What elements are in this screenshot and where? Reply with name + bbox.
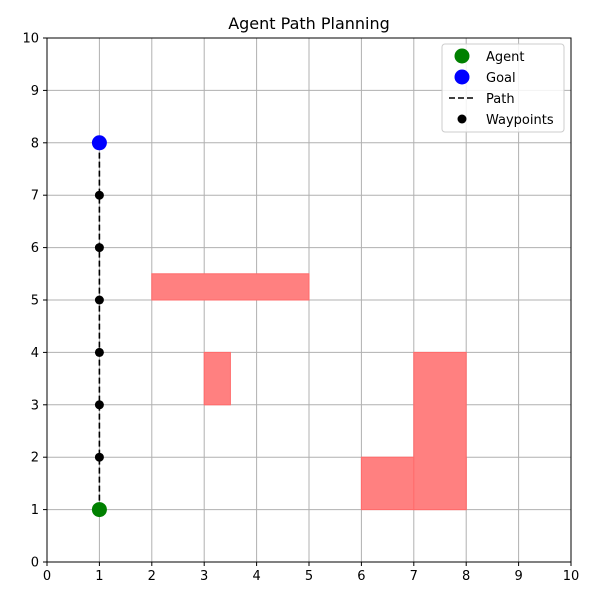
waypoint-point: [94, 190, 104, 200]
y-tick-label: 9: [31, 84, 39, 99]
agent-point: [91, 502, 107, 518]
legend-agent-label: Agent: [486, 50, 524, 65]
y-tick-label: 2: [31, 451, 39, 466]
chart-title: Agent Path Planning: [228, 14, 390, 33]
obstacle-rect: [413, 351, 467, 511]
legend-waypoints-label: Waypoints: [486, 113, 554, 128]
x-tick-label: 9: [514, 569, 522, 584]
x-tick-label: 10: [563, 569, 580, 584]
y-tick-label: 6: [31, 241, 39, 256]
waypoint-point: [94, 347, 104, 357]
y-tick-label: 5: [31, 294, 39, 309]
waypoint-point: [94, 400, 104, 410]
legend-goal-marker: [454, 69, 470, 85]
legend-path-label: Path: [486, 92, 515, 107]
markers-layer: [91, 135, 107, 518]
y-tick-label: 7: [31, 189, 39, 204]
y-tick-label: 1: [31, 503, 39, 518]
x-tick-label: 8: [462, 569, 470, 584]
axis-ticks: 0 1 2 3 4 5 6 7 8 9 10 0 1 2 3 4 5 6 7 8 9 10: [22, 32, 579, 585]
x-tick-label: 4: [252, 569, 260, 584]
x-tick-label: 2: [148, 569, 156, 584]
y-tick-label: 8: [31, 136, 39, 151]
waypoint-point: [94, 243, 104, 253]
obstacles: [151, 273, 467, 511]
y-tick-label: 10: [22, 32, 39, 47]
obstacle-rect: [151, 273, 310, 301]
y-tick-label: 3: [31, 398, 39, 413]
legend-box: [441, 43, 565, 133]
x-tick-label: 5: [305, 569, 313, 584]
x-tick-label: 6: [357, 569, 365, 584]
x-tick-label: 7: [410, 569, 418, 584]
y-tick-label: 0: [31, 556, 39, 571]
legend-agent-marker: [454, 48, 470, 64]
legend-goal-label: Goal: [486, 71, 516, 86]
goal-point: [91, 135, 107, 151]
obstacle-rect: [203, 351, 231, 406]
x-tick-label: 0: [43, 569, 51, 584]
x-tick-label: 1: [95, 569, 103, 584]
legend-waypoints-marker: [457, 114, 467, 124]
y-tick-label: 4: [31, 346, 39, 361]
waypoint-point: [94, 452, 104, 462]
waypoint-point: [94, 295, 104, 305]
legend: Agent Goal Path Waypoints: [441, 43, 565, 133]
x-tick-label: 3: [200, 569, 208, 584]
